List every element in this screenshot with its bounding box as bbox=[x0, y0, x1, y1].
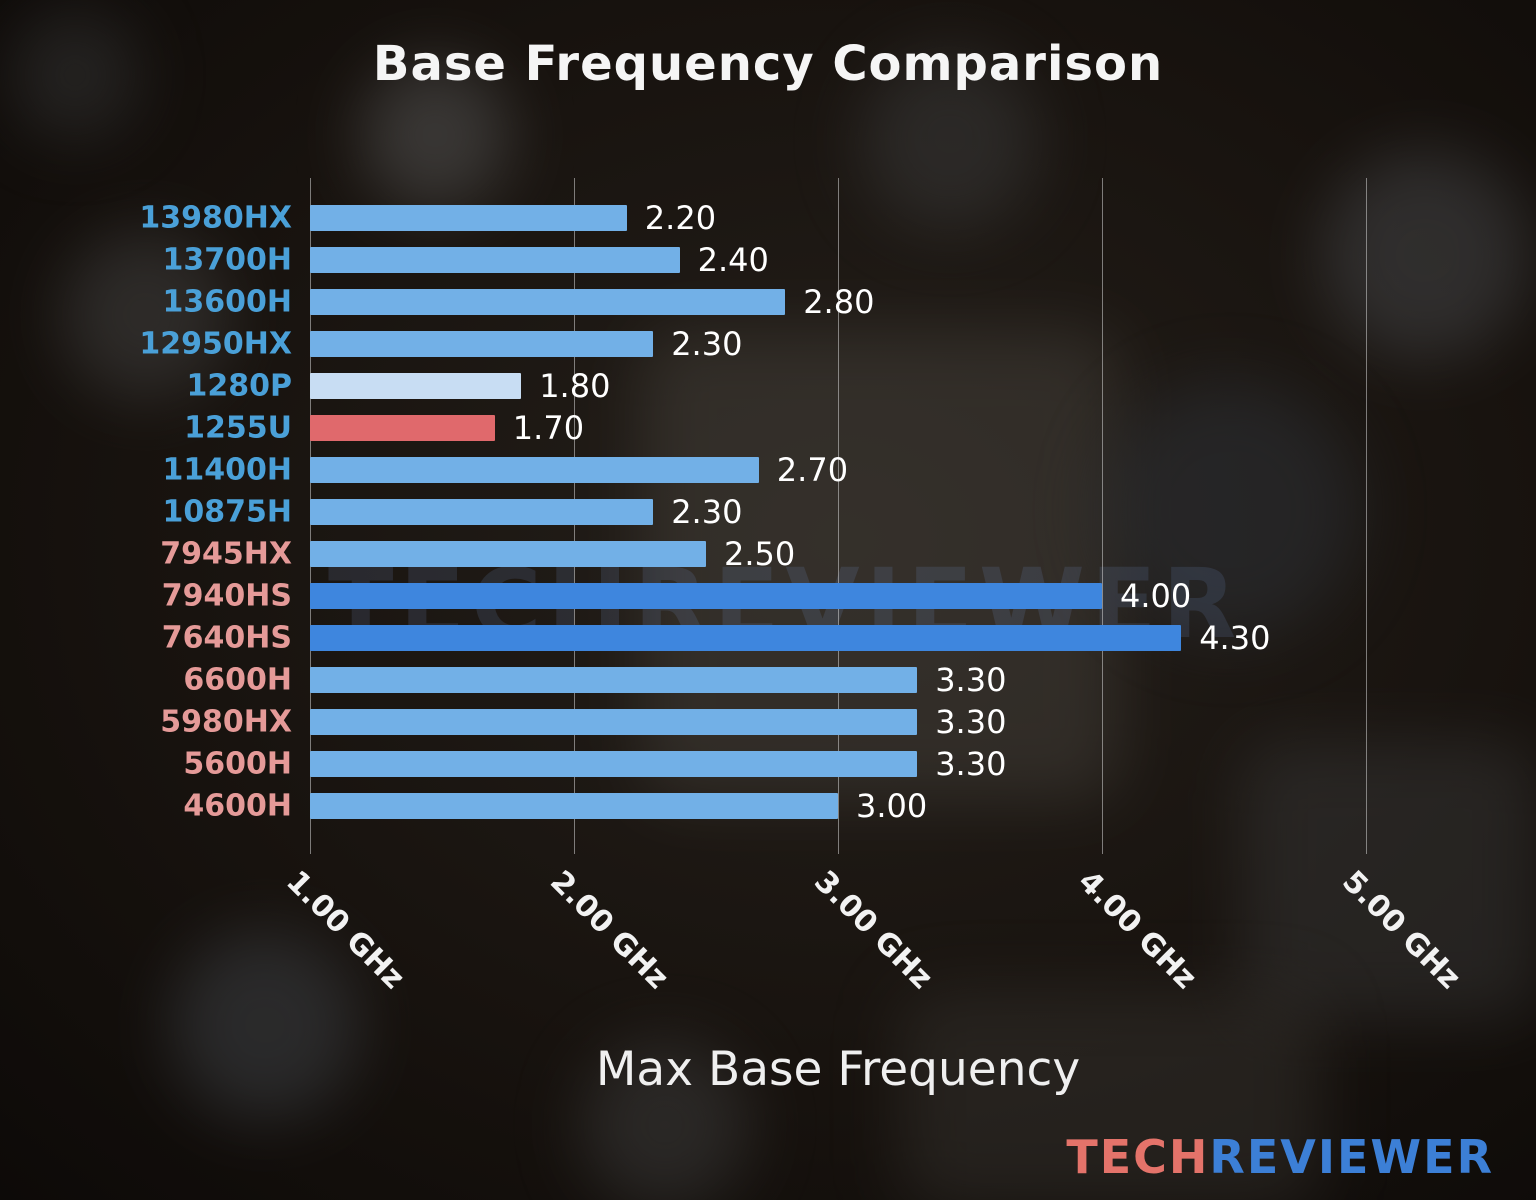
gridline bbox=[1102, 178, 1103, 854]
bar bbox=[310, 205, 627, 231]
category-label: 7945HX bbox=[160, 536, 292, 572]
bar bbox=[310, 541, 706, 567]
category-label: 7940HS bbox=[161, 578, 292, 614]
category-label: 10875H bbox=[162, 494, 292, 530]
background-decoration bbox=[1320, 150, 1530, 360]
bar bbox=[310, 373, 522, 399]
category-label: 4600H bbox=[183, 788, 292, 824]
value-label: 1.80 bbox=[539, 367, 611, 405]
category-label: 1280P bbox=[186, 368, 292, 404]
value-label: 3.00 bbox=[856, 787, 928, 825]
value-label: 2.20 bbox=[644, 199, 717, 237]
category-label: 6600H bbox=[183, 662, 292, 698]
bar bbox=[310, 751, 918, 777]
bar bbox=[310, 415, 495, 441]
background-decoration bbox=[860, 50, 1040, 230]
category-label: 13980HX bbox=[139, 200, 292, 236]
value-label: 2.80 bbox=[803, 283, 875, 321]
background-decoration bbox=[580, 1040, 750, 1200]
logo-part-reviewer: REVIEWER bbox=[1209, 1130, 1494, 1184]
bar bbox=[310, 583, 1102, 609]
bar bbox=[310, 625, 1182, 651]
value-label: 4.00 bbox=[1120, 577, 1192, 615]
bar bbox=[310, 667, 918, 693]
bar bbox=[310, 709, 918, 735]
bar bbox=[310, 793, 838, 819]
category-label: 1255U bbox=[184, 410, 292, 446]
category-label: 5600H bbox=[183, 746, 292, 782]
techreviewer-logo: TECHREVIEWER bbox=[1066, 1130, 1494, 1184]
background-decoration bbox=[60, 230, 230, 400]
gridline bbox=[838, 178, 839, 854]
value-label: 2.30 bbox=[671, 325, 743, 363]
value-label: 3.30 bbox=[935, 745, 1007, 783]
background-decoration bbox=[10, 10, 140, 140]
value-label: 2.70 bbox=[776, 451, 849, 489]
x-axis-title: Max Base Frequency bbox=[595, 1042, 1081, 1097]
background-decoration bbox=[170, 930, 360, 1120]
bar bbox=[310, 499, 654, 525]
bar bbox=[310, 289, 786, 315]
background-decoration bbox=[360, 60, 510, 210]
category-label: 7640HS bbox=[161, 620, 292, 656]
category-label: 5980HX bbox=[160, 704, 292, 740]
background-decoration bbox=[900, 990, 1320, 1200]
bar bbox=[310, 247, 680, 273]
background-decoration bbox=[1240, 740, 1536, 1020]
bar bbox=[310, 331, 654, 357]
value-label: 1.70 bbox=[512, 409, 585, 447]
category-label: 13700H bbox=[162, 242, 292, 278]
category-label: 12950HX bbox=[139, 326, 292, 362]
background-decoration bbox=[1100, 380, 1360, 640]
bar bbox=[310, 457, 759, 483]
chart-title: Base Frequency Comparison bbox=[372, 36, 1164, 92]
value-label: 2.40 bbox=[697, 241, 769, 279]
value-label: 3.30 bbox=[935, 661, 1007, 699]
category-label: 11400H bbox=[162, 452, 292, 488]
category-label: 13600H bbox=[162, 284, 292, 320]
value-label: 2.30 bbox=[671, 493, 743, 531]
gridline bbox=[1366, 178, 1367, 854]
value-label: 3.30 bbox=[935, 703, 1007, 741]
value-label: 2.50 bbox=[724, 535, 796, 573]
value-label: 4.30 bbox=[1199, 619, 1271, 657]
logo-part-tech: TECH bbox=[1066, 1130, 1210, 1184]
